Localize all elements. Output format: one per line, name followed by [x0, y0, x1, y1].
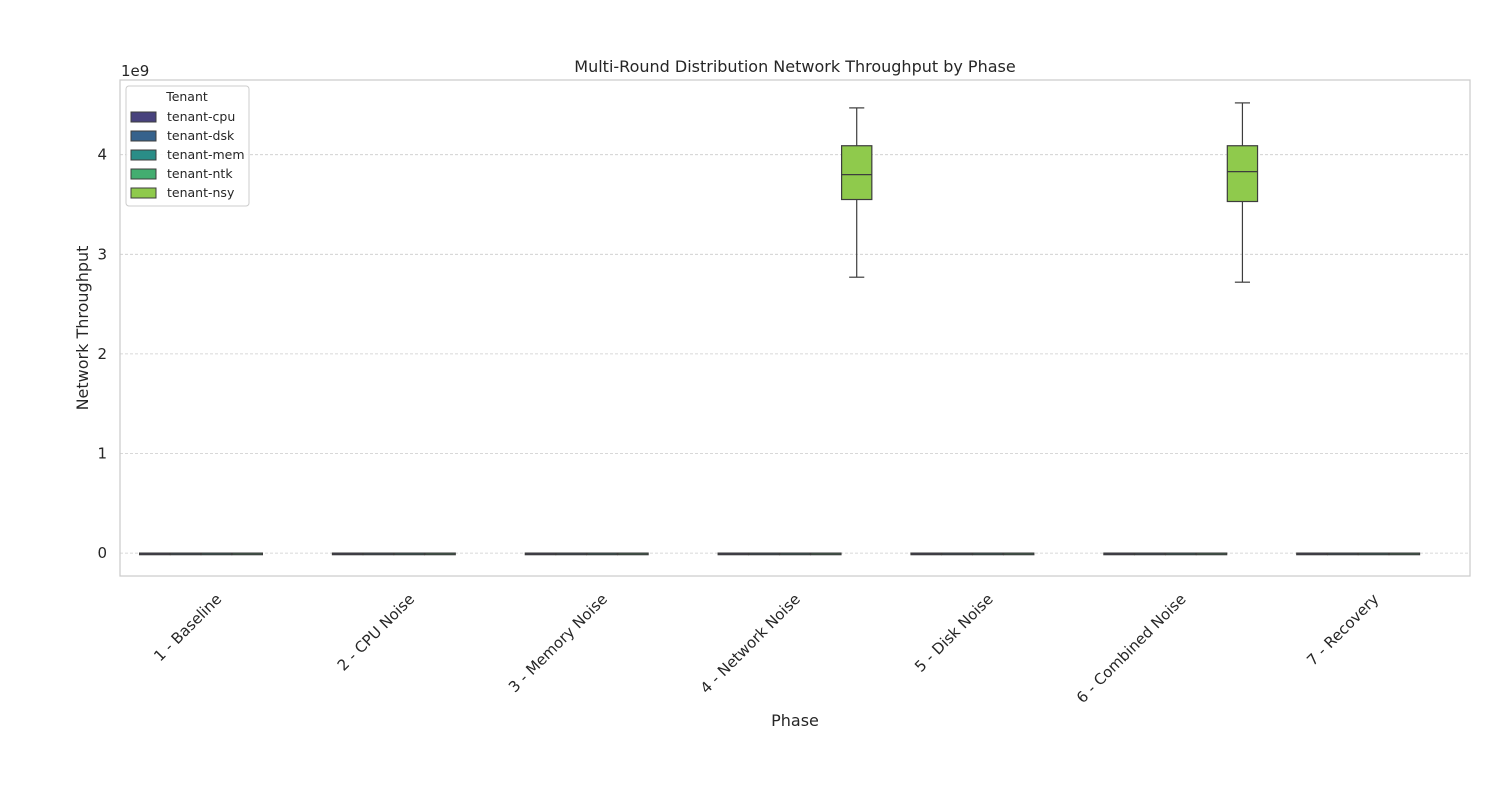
plot-frame — [119, 79, 1471, 577]
y-tick-label: 4 — [97, 146, 107, 164]
legend-swatch — [130, 187, 157, 199]
chart-title: Multi-Round Distribution Network Through… — [574, 57, 1015, 76]
legend-swatch — [130, 130, 157, 142]
legend-swatch — [130, 168, 157, 180]
box-tenant-mem — [1164, 552, 1197, 556]
box-tenant-ntk — [1195, 552, 1228, 556]
box-tenant-ntk — [1002, 552, 1035, 556]
box-tenant-cpu — [138, 552, 171, 556]
legend-label: tenant-mem — [167, 147, 245, 162]
box-tenant-mem — [972, 552, 1004, 556]
legend-items: tenant-cpu tenant-dsk tenant-mem tenant-ntk… — [130, 109, 245, 200]
box-tenant-mem — [1357, 552, 1390, 556]
box-tenant-cpu — [1296, 552, 1328, 556]
y-offset-label: 1e9 — [121, 62, 149, 80]
box-iqr — [1226, 145, 1259, 203]
box-tenant-ntk — [231, 552, 264, 556]
box-tenant-dsk — [748, 552, 780, 556]
box-tenant-cpu — [910, 552, 942, 556]
y-tick-label: 1 — [97, 444, 107, 462]
x-axis-title: Phase — [771, 711, 819, 730]
box-tenant-dsk — [169, 552, 202, 556]
legend-swatch — [130, 111, 157, 123]
boxes — [138, 102, 1421, 556]
box-tenant-dsk — [362, 552, 395, 556]
box-tenant-cpu — [331, 552, 364, 556]
box-tenant-cpu — [717, 552, 750, 556]
y-tick-label: 2 — [97, 345, 107, 363]
box-tenant-mem — [779, 552, 811, 556]
legend: Tenant tenant-cputenant-dsktenant-memten… — [125, 85, 250, 207]
box-tenant-mem — [200, 552, 233, 556]
legend-title: Tenant — [165, 89, 208, 104]
box-tenant-ntk — [810, 552, 842, 556]
box-tenant-nsy — [1226, 102, 1259, 283]
box-tenant-cpu — [524, 552, 557, 556]
box-tenant-dsk — [1134, 552, 1166, 556]
legend-label: tenant-ntk — [167, 166, 233, 181]
box-tenant-mem — [393, 552, 426, 556]
y-axis-title: Network Throughput — [73, 246, 92, 411]
box-tenant-dsk — [1326, 552, 1359, 556]
box-tenant-mem — [586, 552, 618, 556]
legend-label: tenant-nsy — [167, 185, 235, 200]
legend-swatch — [130, 149, 157, 161]
legend-label: tenant-cpu — [167, 109, 235, 124]
legend-frame — [125, 85, 250, 207]
y-ticks: 0 1 2 3 4 — [97, 146, 107, 562]
box-iqr — [840, 145, 873, 201]
box-tenant-nsy — [840, 107, 873, 278]
legend-label: tenant-dsk — [167, 128, 235, 143]
box-tenant-ntk — [424, 552, 456, 556]
y-tick-label: 0 — [97, 544, 107, 562]
y-tick-label: 3 — [97, 245, 107, 263]
box-tenant-dsk — [941, 552, 973, 556]
box-tenant-cpu — [1103, 552, 1135, 556]
box-tenant-ntk — [1388, 552, 1421, 556]
box-tenant-ntk — [617, 552, 649, 556]
box-tenant-dsk — [555, 552, 588, 556]
